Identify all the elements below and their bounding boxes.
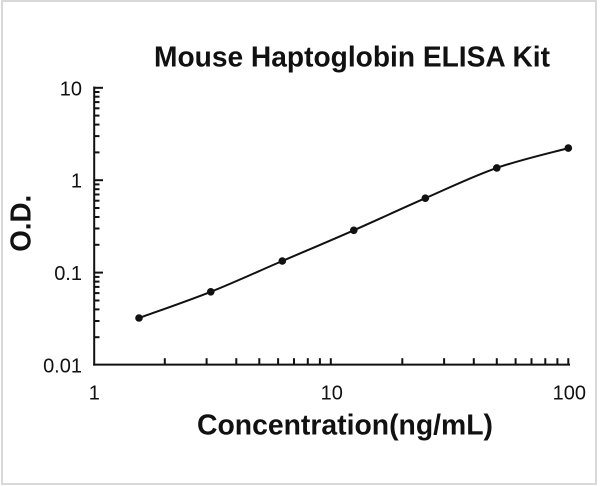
svg-text:10: 10 — [60, 79, 82, 101]
svg-text:Mouse Haptoglobin ELISA Kit: Mouse Haptoglobin ELISA Kit — [154, 41, 550, 73]
svg-text:1: 1 — [71, 170, 82, 192]
svg-text:Concentration(ng/mL): Concentration(ng/mL) — [197, 409, 493, 441]
svg-text:0.1: 0.1 — [54, 263, 82, 285]
svg-text:100: 100 — [553, 382, 586, 404]
svg-text:1: 1 — [89, 382, 100, 404]
svg-text:O.D.: O.D. — [6, 195, 38, 252]
svg-text:0.01: 0.01 — [43, 355, 82, 377]
svg-text:10: 10 — [321, 382, 343, 404]
